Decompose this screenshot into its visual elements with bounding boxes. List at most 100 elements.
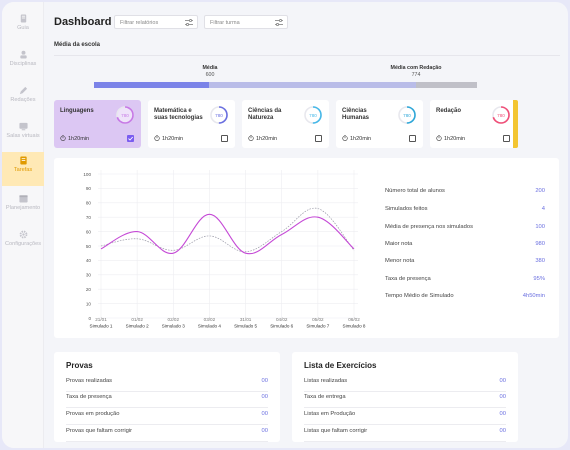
row-label: Listas em Produção: [304, 411, 356, 417]
row-value: 00: [261, 394, 268, 400]
sidebar-item-guia[interactable]: Guia: [2, 10, 44, 44]
row-label: Taxa de presença: [66, 394, 112, 400]
subject-time: 1h20min: [342, 135, 371, 142]
media-redacao-value: 774: [411, 72, 421, 78]
row-value: 00: [261, 378, 268, 384]
exercicios-panel: Lista de Exercícios: [292, 352, 518, 442]
subject-card[interactable]: Ciências da Natureza 780 1h20min: [242, 100, 329, 148]
exercicios-row[interactable]: Listas realizadas 00: [304, 378, 506, 392]
row-label: Taxa de entrega: [304, 394, 346, 400]
x-date-label: 02/02: [168, 317, 180, 322]
row-value: 00: [499, 428, 506, 434]
filter-reports-input[interactable]: Filtrar relatórios: [114, 15, 198, 29]
x-date-label: 06/02: [348, 317, 360, 322]
stat-row: Simulados feitos 4: [385, 206, 545, 212]
filter-class-input[interactable]: Filtrar turma: [204, 15, 288, 29]
provas-title: Provas: [66, 361, 93, 370]
exercicios-row[interactable]: Listas que faltam corrigir 00: [304, 428, 506, 442]
x-category-label: Simulado 6: [270, 324, 293, 329]
school-average-title: Média da escola: [54, 42, 101, 48]
tasks-icon: [19, 156, 27, 165]
stat-label: Maior nota: [385, 241, 413, 247]
subject-time-value: 1h20min: [68, 136, 90, 142]
pencil-icon: [19, 86, 27, 95]
provas-row[interactable]: Taxa de presença 00: [66, 394, 268, 408]
y-tick-label: 60: [86, 229, 92, 234]
subject-score: 780: [121, 113, 129, 118]
row-value: 00: [499, 411, 506, 417]
stat-value: 380: [535, 258, 545, 264]
stat-value: 4h50min: [522, 293, 545, 299]
provas-row[interactable]: Provas em produção 00: [66, 411, 268, 425]
x-category-label: Simulado 1: [90, 324, 113, 329]
sidebar-item-salas-virtuais[interactable]: Salas virtuais: [2, 118, 44, 152]
filter-reports-placeholder: Filtrar relatórios: [120, 19, 159, 26]
stat-row: Tempo Médio de Simulado 4h50min: [385, 293, 545, 299]
stat-row: Taxa de presença 95%: [385, 276, 545, 282]
score-gauge: 780: [210, 106, 228, 124]
sidebar-item-planejamento[interactable]: Planejamento: [2, 190, 44, 224]
x-date-label: 01/02: [131, 317, 143, 322]
subject-checkbox[interactable]: [409, 135, 416, 142]
y-tick-label: 0: [88, 316, 91, 321]
sidebar: Guia Disciplinas Redações Salas virtuais…: [2, 2, 44, 448]
subject-score: 780: [497, 113, 505, 118]
gear-icon: [19, 230, 27, 239]
media-redacao-marker: Média com Redação 774: [376, 65, 456, 78]
score-gauge: 780: [304, 106, 322, 124]
subject-time: 1h20min: [248, 135, 277, 142]
exercicios-row[interactable]: Taxa de entrega 00: [304, 394, 506, 408]
x-date-label: 03/02: [204, 317, 216, 322]
stat-row: Maior nota 980: [385, 241, 545, 247]
subject-score: 780: [309, 113, 317, 118]
subject-score: 780: [215, 113, 223, 118]
sidebar-item-disciplinas[interactable]: Disciplinas: [2, 46, 44, 80]
subject-time: 1h20min: [60, 135, 89, 142]
provas-row[interactable]: Provas que faltam corrigir 00: [66, 428, 268, 442]
subject-card[interactable]: Redação 780 1h20min: [430, 100, 517, 148]
sidebar-item-redacoes[interactable]: Redações: [2, 82, 44, 116]
stat-label: Simulados feitos: [385, 206, 428, 212]
subject-card[interactable]: Matemática e suas tecnologias 780 1h20min: [148, 100, 235, 148]
subject-card[interactable]: Ciências Humanas 780 1h20min: [336, 100, 423, 148]
guide-icon: [20, 14, 26, 23]
y-tick-label: 90: [86, 186, 92, 191]
subject-checkbox[interactable]: [127, 135, 134, 142]
sidebar-item-tarefas[interactable]: Tarefas: [2, 152, 44, 186]
provas-row[interactable]: Provas realizadas 00: [66, 378, 268, 392]
subject-checkbox[interactable]: [315, 135, 322, 142]
y-tick-label: 40: [86, 258, 92, 263]
sidebar-item-label: Configurações: [4, 241, 42, 247]
subject-time: 1h20min: [154, 135, 183, 142]
subject-time-value: 1h20min: [256, 136, 278, 142]
y-tick-label: 50: [86, 244, 92, 249]
cards-scroll-handle[interactable]: [513, 100, 518, 148]
series-line-2: [100, 207, 355, 253]
chart-panel: 100 90 80 70 60 50 40 30 20 10 0 21/01 Simulado 1 01/…: [54, 158, 559, 338]
filter-sliders-icon: [275, 19, 283, 26]
x-category-label: Simulado 2: [126, 324, 149, 329]
provas-panel: Provas: [54, 352, 280, 442]
stopwatch-icon: [342, 135, 348, 141]
stat-value: 200: [535, 188, 545, 194]
exercicios-row[interactable]: Listas em Produção 00: [304, 411, 506, 425]
score-gauge: 780: [492, 106, 510, 124]
media-redacao-label: Média com Redação: [390, 65, 442, 71]
y-tick-label: 100: [83, 172, 91, 177]
x-date-label: 31/01: [240, 317, 252, 322]
check-icon: [128, 136, 134, 141]
stopwatch-icon: [436, 135, 442, 141]
subject-card[interactable]: Linguagens 780 1h20min: [54, 100, 141, 148]
sidebar-item-label: Tarefas: [13, 167, 33, 173]
y-tick-label: 20: [86, 287, 92, 292]
virtual-room-icon: [18, 122, 28, 131]
stat-row: Menor nota 380: [385, 258, 545, 264]
stat-value: 95%: [533, 276, 545, 282]
subject-checkbox[interactable]: [221, 135, 228, 142]
subject-checkbox[interactable]: [503, 135, 510, 142]
sidebar-item-configuracoes[interactable]: Configurações: [2, 226, 44, 260]
x-category-label: Simulado 4: [198, 324, 221, 329]
sidebar-item-label: Redações: [10, 97, 36, 103]
